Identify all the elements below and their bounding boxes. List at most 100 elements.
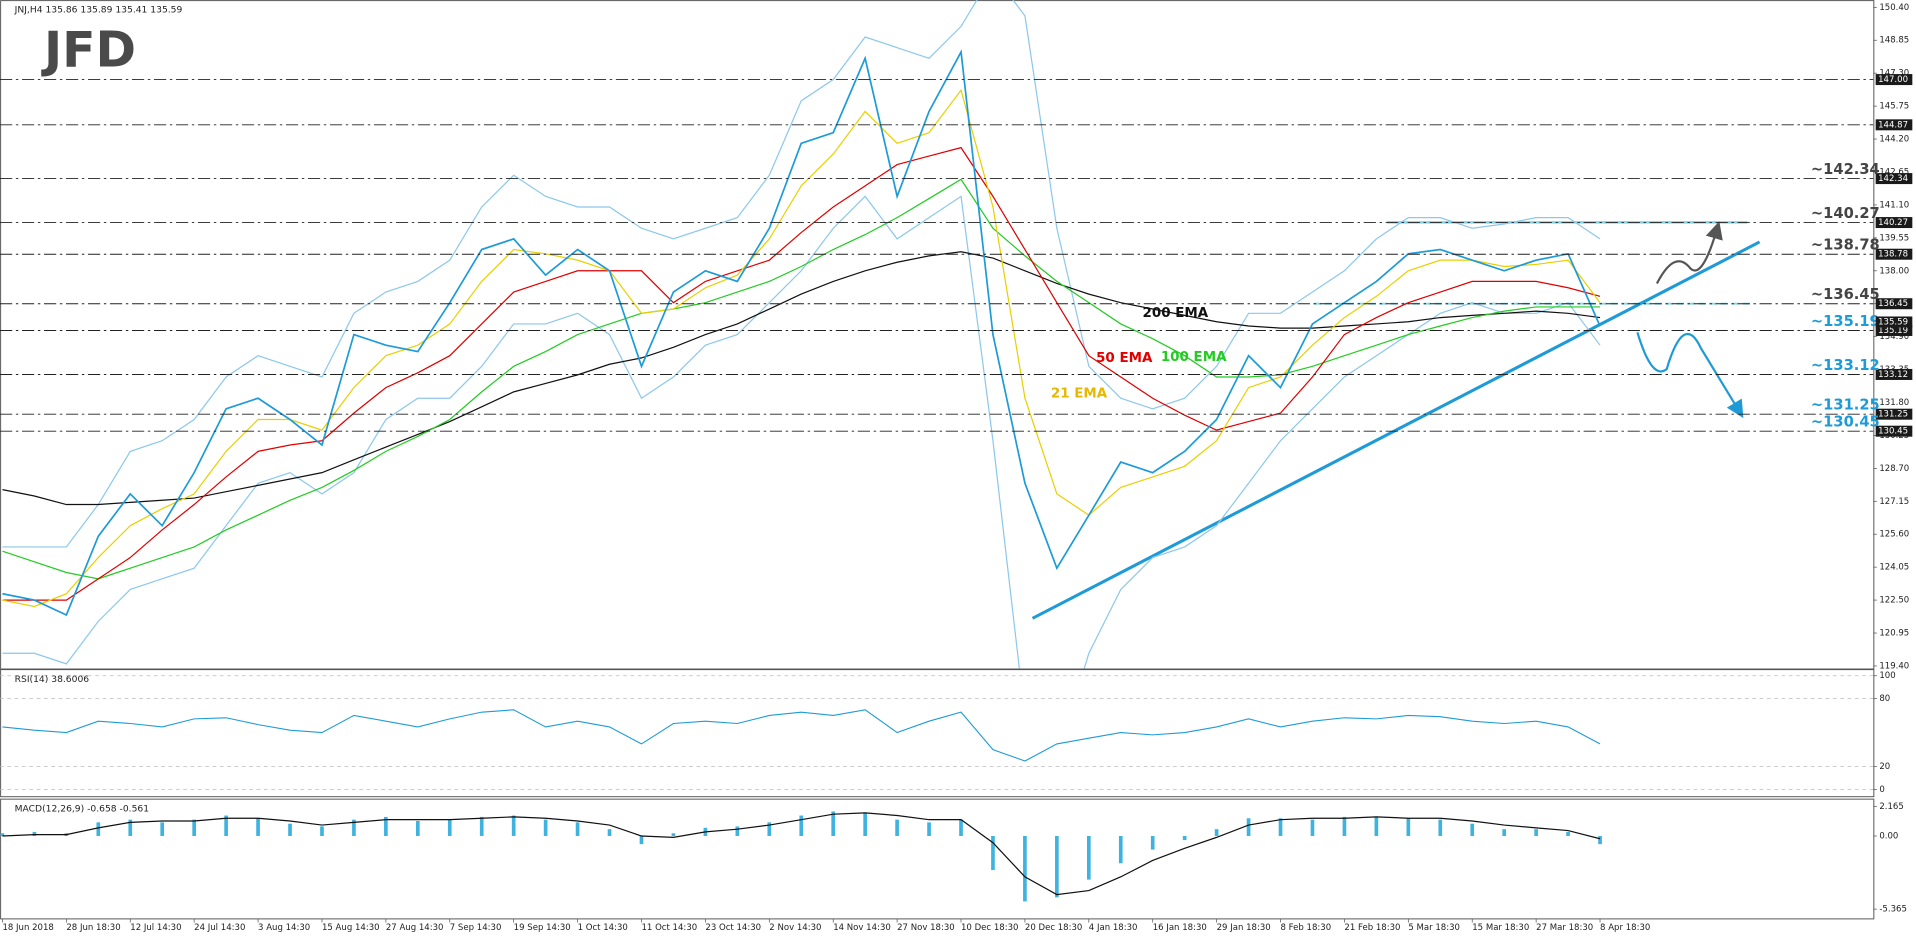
histogram-bar xyxy=(831,811,836,836)
series-line xyxy=(2,251,1601,506)
y-tick-label: 119.40 xyxy=(1879,661,1909,671)
histogram-bar xyxy=(160,822,165,836)
up-scenario-arrow xyxy=(1655,221,1723,284)
macd-panel xyxy=(0,798,1875,920)
y-tick-label: 145.75 xyxy=(1879,102,1909,112)
panel-plot xyxy=(2,0,1601,669)
y-tick-label: 144.20 xyxy=(1879,135,1909,145)
level-label: 147.00 xyxy=(1878,75,1908,85)
series-line xyxy=(2,709,1601,762)
level-label: 130.45 xyxy=(1878,427,1908,437)
series-line xyxy=(2,812,1601,896)
level-annotation: ~142.34 xyxy=(1811,161,1880,178)
rsi-panel xyxy=(0,669,1875,798)
panel-title: JNJ,H4 135.86 135.89 135.41 135.59 xyxy=(14,4,183,15)
histogram-bar xyxy=(735,826,740,836)
y-tick-label: 141.10 xyxy=(1879,200,1909,210)
histogram-bar xyxy=(288,823,292,836)
y-tick-label: -5.365 xyxy=(1879,905,1907,915)
level-label: 142.34 xyxy=(1878,174,1908,184)
trendline xyxy=(1031,240,1761,620)
x-tick-label: 29 Jan 18:30 xyxy=(1217,923,1271,933)
histogram-bar xyxy=(991,835,995,871)
x-tick-label: 15 Aug 14:30 xyxy=(322,923,380,933)
level-annotation: ~133.12 xyxy=(1811,357,1880,374)
histogram-bar xyxy=(959,819,963,836)
histogram-bar xyxy=(511,815,516,836)
y-tick-label: 20 xyxy=(1879,762,1890,772)
level-annotation: ~130.45 xyxy=(1811,414,1880,431)
level-annotation: ~131.25 xyxy=(1811,397,1880,414)
histogram-bar xyxy=(1566,831,1570,836)
series-line xyxy=(2,178,1601,580)
histogram-bar xyxy=(352,819,356,836)
y-tick-label: 124.05 xyxy=(1879,563,1909,573)
x-tick-label: 5 Mar 18:30 xyxy=(1408,923,1460,933)
level-box xyxy=(1875,248,1913,260)
histogram-bar xyxy=(895,819,899,836)
level-annotation: ~138.78 xyxy=(1811,237,1880,254)
x-tick-label: 10 Dec 18:30 xyxy=(961,923,1018,933)
x-tick-label: 27 Mar 18:30 xyxy=(1536,923,1593,933)
level-box xyxy=(1875,74,1913,86)
histogram-bar xyxy=(224,815,228,836)
x-tick-label: 8 Apr 18:30 xyxy=(1600,923,1650,933)
level-label: 135.19 xyxy=(1878,326,1908,336)
ema-label: 200 EMA xyxy=(1143,306,1209,321)
histogram-bar xyxy=(1598,835,1602,845)
histogram-bar xyxy=(415,820,420,836)
level-box xyxy=(1875,408,1913,420)
x-tick-label: 19 Sep 14:30 xyxy=(514,923,571,933)
histogram-bar xyxy=(1023,835,1027,902)
histogram-bar xyxy=(1534,829,1538,836)
y-tick-label: 2.165 xyxy=(1879,802,1903,812)
ema-label: 50 EMA xyxy=(1096,351,1153,366)
x-tick-label: 21 Feb 18:30 xyxy=(1344,923,1400,933)
y-tick-label: 0.00 xyxy=(1879,831,1898,841)
y-tick-label: 150.40 xyxy=(1879,3,1909,13)
x-tick-label: 12 Jul 14:30 xyxy=(130,923,181,933)
x-tick-label: 14 Nov 14:30 xyxy=(833,923,891,933)
panel-plot xyxy=(0,811,1602,902)
histogram-bar xyxy=(1278,818,1283,836)
y-tick-label: 142.65 xyxy=(1879,167,1909,177)
y-tick-label: 134.90 xyxy=(1879,332,1909,342)
x-tick-label: 7 Sep 14:30 xyxy=(450,923,502,933)
level-box xyxy=(1875,368,1913,380)
y-tick-label: 122.50 xyxy=(1879,596,1909,606)
x-tick-label: 24 Jul 14:30 xyxy=(194,923,245,933)
x-tick-label: 4 Jan 18:30 xyxy=(1089,923,1138,933)
histogram-bar xyxy=(128,819,133,836)
x-tick-label: 27 Aug 14:30 xyxy=(386,923,444,933)
histogram-bar xyxy=(767,822,772,836)
level-annotation: ~135.19 xyxy=(1811,313,1880,330)
histogram-bar xyxy=(607,829,612,836)
histogram-bar xyxy=(0,833,5,836)
y-tick-label: 138.00 xyxy=(1879,266,1909,276)
series-line xyxy=(2,146,1601,601)
x-tick-label: 27 Nov 18:30 xyxy=(897,923,955,933)
x-tick-label: 3 Aug 14:30 xyxy=(258,923,310,933)
histogram-bar xyxy=(1374,816,1379,836)
level-annotation: ~136.45 xyxy=(1811,286,1880,303)
level-label: 144.87 xyxy=(1878,120,1908,130)
level-label: 140.27 xyxy=(1878,218,1908,228)
y-tick-label: 128.70 xyxy=(1879,464,1909,474)
panel-title: MACD(12,26,9) -0.658 -0.561 xyxy=(15,803,149,814)
panel-plot xyxy=(0,675,1874,790)
level-box xyxy=(1875,217,1913,229)
histogram-bar xyxy=(1055,835,1059,898)
histogram-bar xyxy=(799,815,804,836)
histogram-bar xyxy=(543,819,548,836)
x-tick-label: 23 Oct 14:30 xyxy=(705,923,761,933)
histogram-bar xyxy=(863,812,867,836)
y-tick-label: 100 xyxy=(1879,671,1895,681)
level-label: 136.45 xyxy=(1878,299,1908,309)
logo: JFD xyxy=(41,22,136,79)
y-tick-label: 120.95 xyxy=(1879,629,1909,639)
histogram-bar xyxy=(927,822,931,836)
histogram-bar xyxy=(1342,816,1347,836)
level-label: 138.78 xyxy=(1878,250,1908,260)
y-tick-label: 125.60 xyxy=(1879,530,1909,540)
